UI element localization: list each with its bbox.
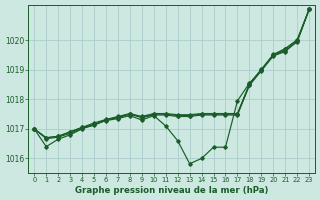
X-axis label: Graphe pression niveau de la mer (hPa): Graphe pression niveau de la mer (hPa) [75, 186, 268, 195]
